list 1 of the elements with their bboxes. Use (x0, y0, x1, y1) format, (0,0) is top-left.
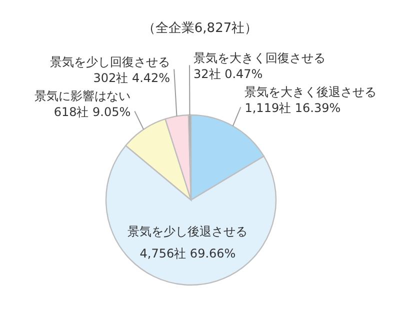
title: （全企業6,827社） (142, 21, 258, 36)
